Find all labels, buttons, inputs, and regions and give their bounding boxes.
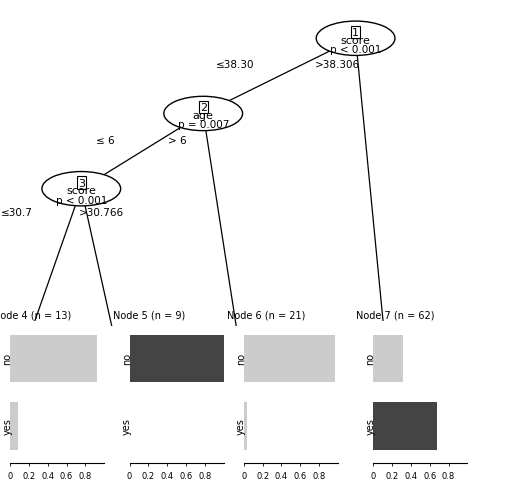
Text: score: score (341, 36, 370, 46)
Bar (10, 335, 97, 382)
Text: Node 5 (n = 9): Node 5 (n = 9) (113, 310, 185, 319)
Text: 3: 3 (78, 178, 85, 188)
Text: p < 0.001: p < 0.001 (55, 195, 107, 205)
Text: 2: 2 (200, 103, 207, 113)
Bar (244, 335, 335, 382)
Bar (10, 403, 18, 450)
Text: Node 7 (n = 62): Node 7 (n = 62) (357, 310, 435, 319)
Text: >38.306: >38.306 (315, 60, 360, 70)
Ellipse shape (316, 22, 395, 56)
Text: 1: 1 (352, 28, 359, 38)
Bar (373, 403, 437, 450)
Ellipse shape (164, 97, 243, 132)
Text: ≤30.7: ≤30.7 (1, 207, 33, 217)
Bar (244, 403, 247, 450)
Text: > 6: > 6 (168, 135, 186, 145)
Text: ≤38.30: ≤38.30 (215, 60, 254, 70)
Ellipse shape (42, 172, 121, 206)
Bar (373, 335, 403, 382)
Bar (130, 335, 224, 382)
Text: ≤ 6: ≤ 6 (96, 135, 114, 145)
Text: p = 0.007: p = 0.007 (177, 120, 229, 130)
Text: Node 4 (n = 13): Node 4 (n = 13) (0, 310, 72, 319)
Text: score: score (67, 186, 96, 196)
Text: age: age (193, 111, 214, 121)
Text: >30.766: >30.766 (79, 207, 124, 217)
Text: p < 0.001: p < 0.001 (330, 45, 382, 55)
Text: Node 6 (n = 21): Node 6 (n = 21) (227, 310, 305, 319)
